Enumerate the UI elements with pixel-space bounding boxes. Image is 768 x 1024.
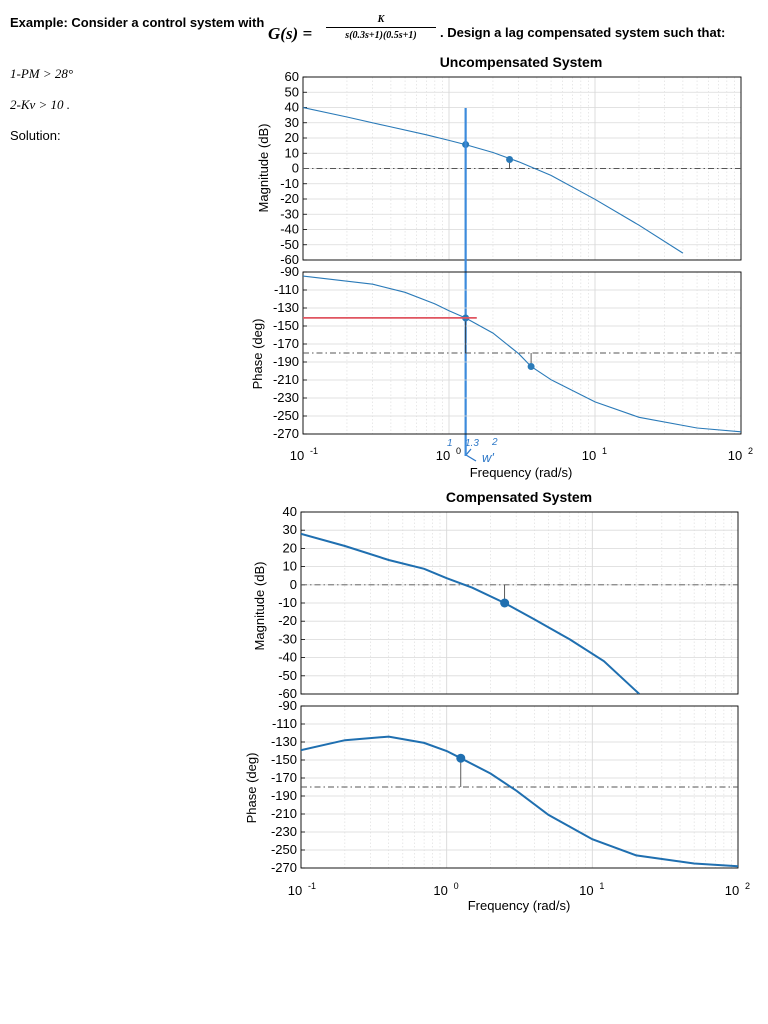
- y-tick-label: 10: [283, 559, 297, 574]
- hand-note-1-3: 1.3: [465, 438, 479, 449]
- x-tick-exponent: -1: [308, 881, 316, 891]
- solution-label: Solution:: [10, 128, 61, 143]
- y-tick-label: 10: [285, 145, 299, 160]
- y-tick-label: -170: [271, 770, 297, 785]
- x-tick-label: 10: [728, 448, 742, 463]
- y-tick-label: -60: [280, 252, 299, 267]
- hand-arrow-icon: [465, 448, 477, 462]
- hand-note-2: 2: [491, 437, 498, 448]
- data-marker: [527, 363, 535, 370]
- comp-mag-ylabel: Magnitude (dB): [252, 562, 267, 651]
- requirement-kv: 2-Kv > 10 .: [10, 97, 71, 112]
- uncomp-phase-ylabel: Phase (deg): [250, 319, 265, 390]
- y-tick-label: -230: [273, 390, 299, 405]
- problem-tail: . Design a lag compensated system such t…: [440, 25, 726, 40]
- series-line: [303, 275, 741, 433]
- y-tick-label: -50: [278, 668, 297, 683]
- y-tick-label: -150: [271, 752, 297, 767]
- plot-frame: [300, 511, 739, 695]
- y-tick-label: -230: [271, 824, 297, 839]
- y-tick-label: 30: [285, 115, 299, 130]
- x-tick-label: 10: [290, 448, 304, 463]
- x-tick-label: 10: [725, 883, 739, 898]
- y-tick-label: 0: [292, 161, 299, 176]
- series-line: [301, 532, 640, 694]
- y-tick-label: -250: [273, 408, 299, 423]
- y-tick-label: -30: [278, 631, 297, 646]
- transfer-function-lhs: G(s) =: [268, 24, 313, 43]
- subplot-1: -90-110-130-150-170-190-210-230-250-2701…: [273, 264, 753, 463]
- y-tick-label: 50: [285, 84, 299, 99]
- data-marker: [506, 156, 514, 164]
- y-tick-label: 20: [285, 130, 299, 145]
- tf-denominator: s(0.3s+1)(0.5s+1): [345, 30, 417, 41]
- y-tick-label: -50: [280, 237, 299, 252]
- y-tick-label: 20: [283, 540, 297, 555]
- series-line: [301, 735, 738, 868]
- y-tick-label: -190: [273, 354, 299, 369]
- y-tick-label: -60: [278, 686, 297, 701]
- y-tick-label: -210: [273, 372, 299, 387]
- tf-numerator: K: [326, 14, 436, 28]
- x-tick-label: 10: [288, 883, 302, 898]
- x-tick-exponent: 2: [745, 881, 750, 891]
- y-tick-label: 30: [283, 522, 297, 537]
- x-tick-exponent: 1: [599, 881, 604, 891]
- y-tick-label: 40: [285, 100, 299, 115]
- y-tick-label: -150: [273, 318, 299, 333]
- y-tick-label: -40: [280, 222, 299, 237]
- requirement-pm: 1-PM > 28°: [10, 66, 74, 81]
- y-tick-label: 40: [283, 504, 297, 519]
- comp-xlabel: Frequency (rad/s): [468, 898, 571, 913]
- data-marker: [500, 598, 510, 608]
- y-tick-label: -90: [278, 698, 297, 713]
- y-tick-label: -30: [280, 206, 299, 221]
- x-tick-exponent: 1: [602, 446, 607, 456]
- y-tick-label: -20: [278, 613, 297, 628]
- uncompensated-title: Uncompensated System: [440, 54, 603, 70]
- y-tick-label: -40: [278, 650, 297, 665]
- problem-statement: Example: Consider a control system with: [10, 14, 760, 54]
- y-tick-label: -270: [273, 426, 299, 441]
- y-tick-label: 60: [285, 69, 299, 84]
- data-marker: [456, 753, 466, 763]
- y-tick-label: -110: [272, 716, 297, 731]
- subplot-2: 40 30 20 10 0 -10 -20 -30 -40 -50 -60: [278, 504, 739, 701]
- comp-phase-ylabel: Phase (deg): [244, 753, 259, 824]
- series-line: [303, 106, 684, 254]
- subplot-3: -90-110-130-150-170-190-210-230-250-2701…: [271, 698, 750, 898]
- x-tick-label: 10: [582, 448, 596, 463]
- uncomp-mag-ylabel: Magnitude (dB): [256, 124, 271, 213]
- y-tick-label: -90: [280, 264, 299, 279]
- y-tick-label: 0: [290, 577, 297, 592]
- x-tick-label: 10: [579, 883, 593, 898]
- compensated-title: Compensated System: [446, 489, 592, 505]
- x-tick-label: 10: [436, 448, 450, 463]
- y-tick-label: -130: [273, 300, 299, 315]
- uncomp-xlabel: Frequency (rad/s): [470, 465, 573, 480]
- y-tick-label: -130: [271, 734, 297, 749]
- transfer-function-fraction: K s(0.3s+1)(0.5s+1): [326, 14, 436, 41]
- x-tick-label: 10: [433, 883, 447, 898]
- x-tick-exponent: 0: [456, 446, 461, 456]
- y-tick-label: -250: [271, 842, 297, 857]
- x-tick-exponent: -1: [310, 446, 318, 456]
- y-tick-label: -190: [271, 788, 297, 803]
- y-tick-label: -110: [274, 282, 299, 297]
- y-tick-label: -20: [280, 191, 299, 206]
- y-tick-label: -10: [278, 595, 297, 610]
- problem-intro: Example: Consider a control system with: [10, 15, 265, 30]
- x-tick-exponent: 0: [454, 881, 459, 891]
- y-tick-label: -170: [273, 336, 299, 351]
- y-tick-label: -10: [280, 176, 299, 191]
- x-tick-exponent: 2: [748, 446, 753, 456]
- y-tick-label: -270: [271, 860, 297, 875]
- y-tick-label: -210: [271, 806, 297, 821]
- hand-note-1: 1: [447, 438, 453, 449]
- hand-note-w: w': [482, 450, 494, 465]
